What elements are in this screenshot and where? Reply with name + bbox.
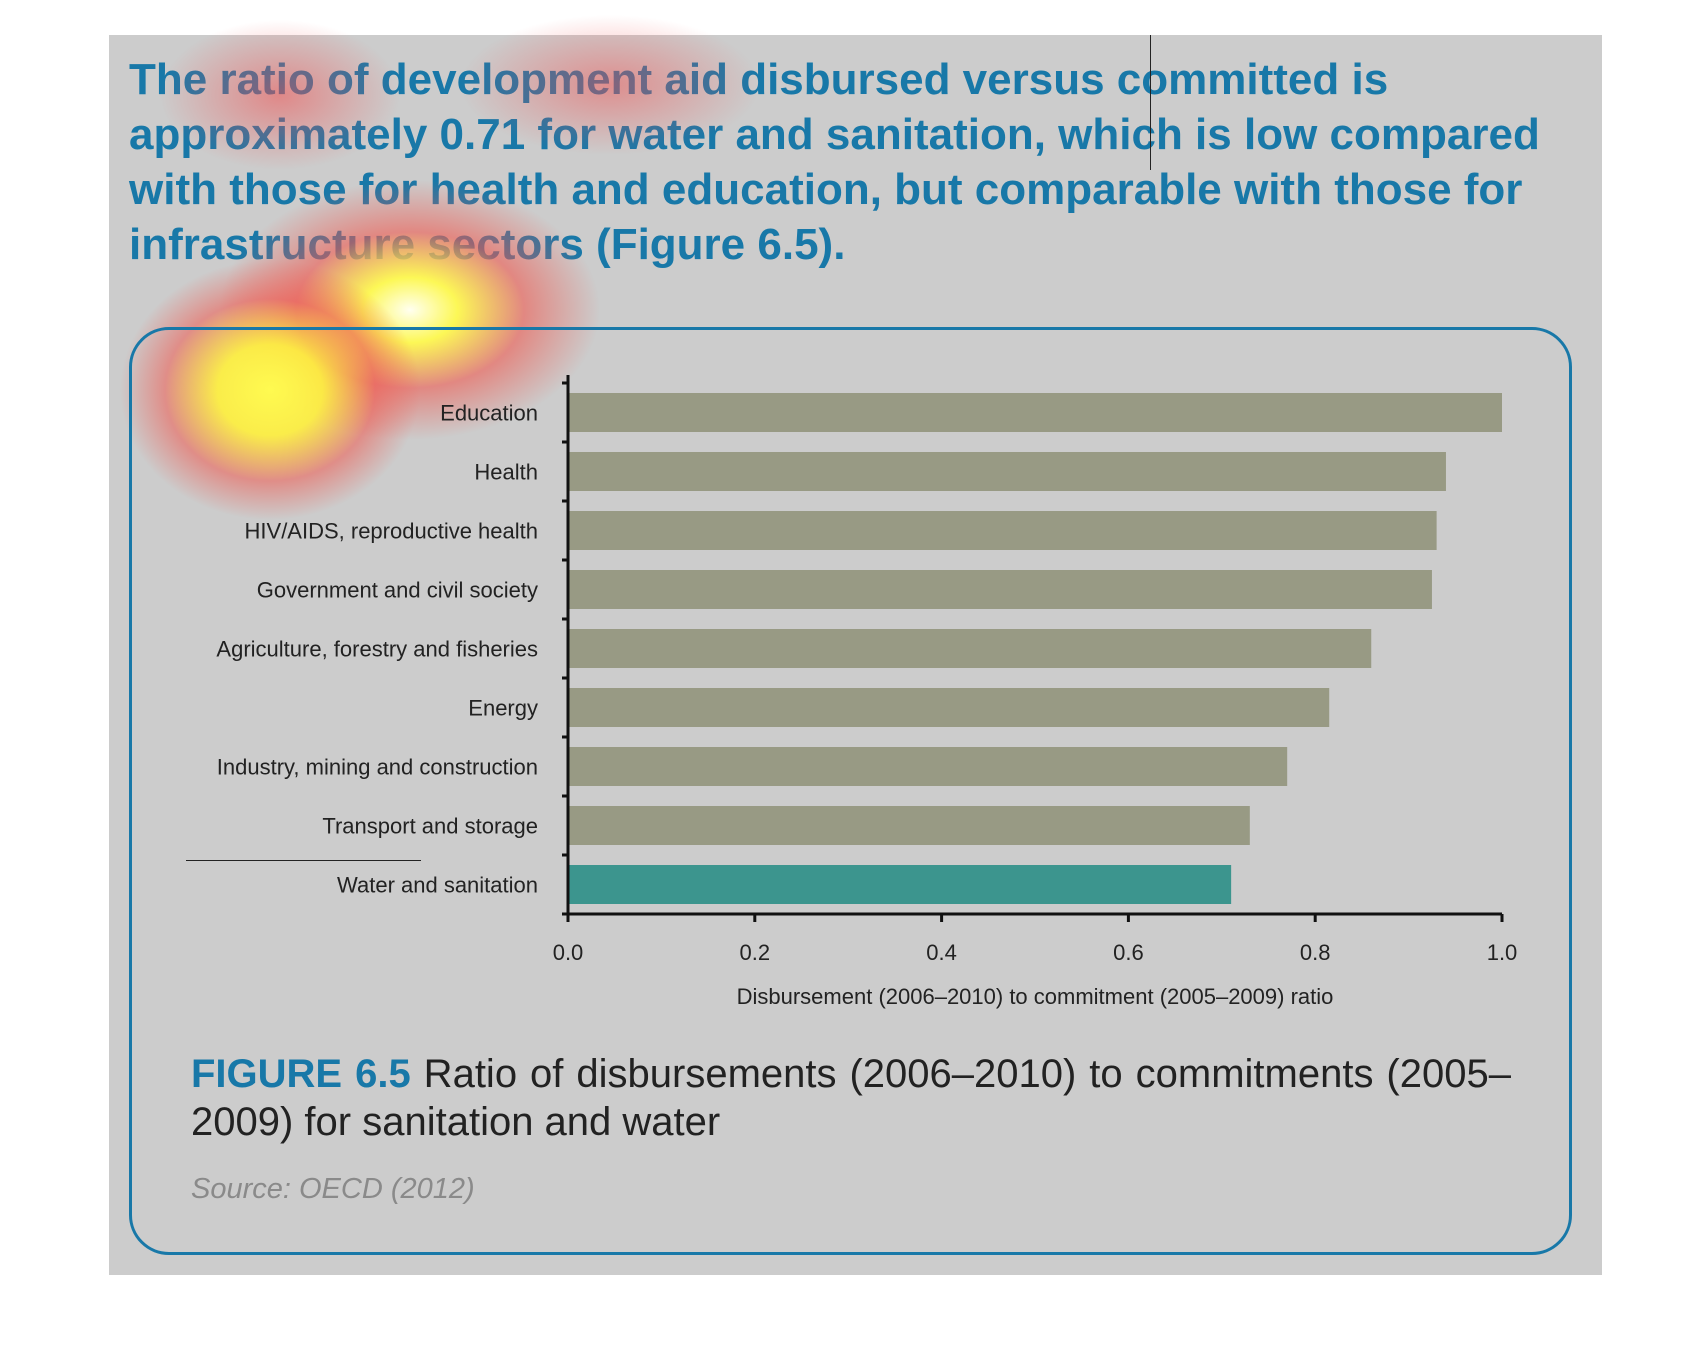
- bar: [568, 393, 1502, 432]
- bar: [568, 865, 1232, 904]
- x-tick-label: 0.2: [740, 940, 771, 965]
- figure-frame: [129, 327, 1572, 1255]
- category-label: Government and civil society: [257, 578, 538, 603]
- category-label: HIV/AIDS, reproductive health: [245, 519, 538, 544]
- category-label: Industry, mining and construction: [217, 755, 538, 780]
- x-tick-label: 1.0: [1487, 940, 1518, 965]
- x-axis-title: Disbursement (2006–2010) to commitment (…: [737, 984, 1334, 1009]
- category-label: Water and sanitation: [337, 873, 538, 898]
- category-label: Health: [474, 460, 538, 485]
- bar: [568, 570, 1432, 609]
- x-tick-label: 0.8: [1300, 940, 1331, 965]
- bar: [568, 747, 1288, 786]
- category-label: Agriculture, forestry and fisheries: [216, 637, 538, 662]
- figure-label: FIGURE 6.5: [191, 1052, 411, 1096]
- bar-chart: Education Health HIV/AIDS, reproductive he…: [216, 375, 1518, 1009]
- annotation-underline: [186, 860, 421, 861]
- lead-paragraph: The ratio of development aid disbursed v…: [129, 55, 1540, 269]
- category-label: Education: [440, 401, 538, 426]
- bar: [568, 511, 1437, 550]
- bar: [568, 688, 1330, 727]
- figure-source: Source: OECD (2012): [191, 1173, 475, 1205]
- category-label: Energy: [468, 696, 538, 721]
- bar: [568, 629, 1372, 668]
- bar: [568, 452, 1446, 491]
- figure-caption: FIGURE 6.5 Ratio of disbursements (2006–…: [191, 1050, 1511, 1146]
- x-tick-label: 0.4: [926, 940, 957, 965]
- figure-caption-text: Ratio of disbursements (2006–2010) to co…: [191, 1052, 1511, 1144]
- text-cursor: [1150, 35, 1151, 170]
- bar: [568, 806, 1250, 845]
- category-label: Transport and storage: [322, 814, 538, 839]
- x-tick-label: 0.6: [1113, 940, 1144, 965]
- x-tick-label: 0.0: [553, 940, 584, 965]
